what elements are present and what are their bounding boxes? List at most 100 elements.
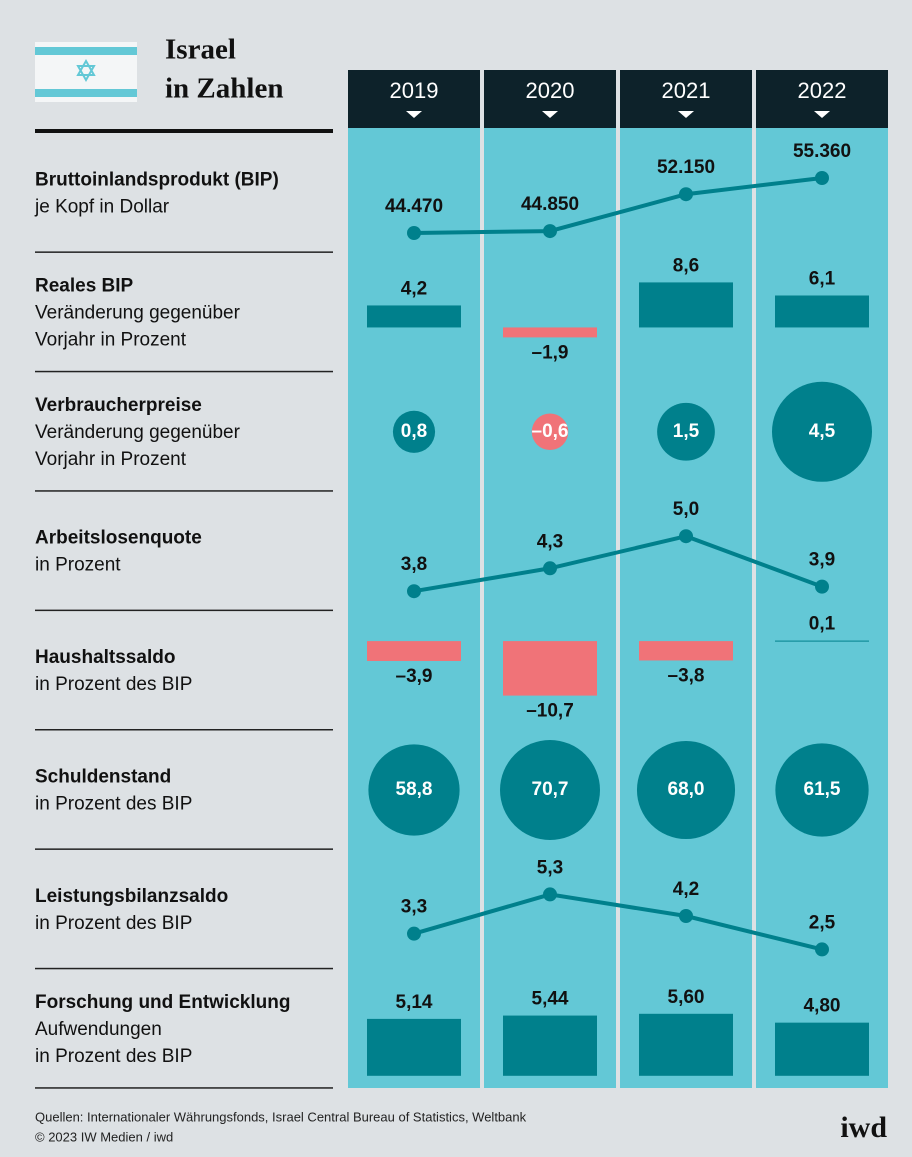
point xyxy=(543,224,557,239)
row-title: Forschung und Entwicklung xyxy=(35,992,290,1013)
bar xyxy=(639,1013,733,1076)
bar xyxy=(503,641,597,696)
row-subtitle: in Prozent des BIP xyxy=(35,913,192,934)
row-title: Verbraucherpreise xyxy=(35,395,202,416)
row-subtitle: in Prozent des BIP xyxy=(35,794,192,815)
value-label: 2,5 xyxy=(809,912,836,933)
value-label: –3,9 xyxy=(396,666,433,687)
value-label: 70,7 xyxy=(532,779,569,800)
bubble xyxy=(775,743,869,837)
bar xyxy=(775,640,869,642)
value-label: 5,14 xyxy=(396,992,433,1013)
point xyxy=(679,529,693,544)
value-label: 44.850 xyxy=(521,194,579,215)
value-label: 44.470 xyxy=(385,196,443,217)
column xyxy=(756,128,888,1088)
row-title: Arbeitslosenquote xyxy=(35,528,202,549)
column xyxy=(348,128,480,1088)
bar xyxy=(639,282,733,328)
point xyxy=(815,579,829,594)
value-label: 5,60 xyxy=(668,987,705,1008)
value-label: –1,9 xyxy=(532,342,569,363)
bar xyxy=(503,1015,597,1076)
arrow xyxy=(406,111,422,118)
arrow xyxy=(542,111,558,118)
column-header xyxy=(756,70,888,128)
line xyxy=(413,534,823,594)
bubble xyxy=(392,410,436,453)
bubble xyxy=(531,413,569,451)
column-header xyxy=(348,70,480,128)
point xyxy=(543,561,557,576)
row-title: Schuldenstand xyxy=(35,767,171,788)
point xyxy=(679,909,693,924)
row-subtitle: in Prozent xyxy=(35,555,121,576)
point xyxy=(815,942,829,957)
value-label: 3,8 xyxy=(401,554,427,575)
value-label: 52.150 xyxy=(657,157,715,178)
row-title: Bruttoinlandsprodukt (BIP) xyxy=(35,170,279,191)
header-rule xyxy=(35,129,333,133)
value-label: 4,2 xyxy=(673,879,699,900)
title-line: in Zahlen xyxy=(165,73,283,105)
arrow xyxy=(678,111,694,118)
title-line: Israel xyxy=(165,34,236,66)
row-subtitle: Vorjahr in Prozent xyxy=(35,449,187,470)
column-label: 2020 xyxy=(526,78,575,103)
value-label: –0,6 xyxy=(532,421,569,442)
value-label: 5,3 xyxy=(537,857,563,878)
column-label: 2019 xyxy=(390,78,439,103)
bubble xyxy=(368,744,460,836)
value-label: 3,9 xyxy=(809,550,835,571)
logo: iwd xyxy=(840,1111,887,1144)
bubble xyxy=(636,740,736,840)
arrow xyxy=(814,111,830,118)
column-header xyxy=(484,70,616,128)
column-label: 2021 xyxy=(662,78,711,103)
value-label: 0,1 xyxy=(809,614,836,635)
value-label: 61,5 xyxy=(804,779,841,800)
row-subtitle: Vorjahr in Prozent xyxy=(35,329,187,350)
row-subtitle: in Prozent des BIP xyxy=(35,1046,192,1067)
row-title: Reales BIP xyxy=(35,275,134,296)
column-header xyxy=(620,70,752,128)
value-label: 6,1 xyxy=(809,269,836,290)
row-rule xyxy=(35,848,333,850)
flag xyxy=(35,42,137,102)
bar xyxy=(775,295,869,328)
value-label: 5,44 xyxy=(532,989,569,1010)
row-rule xyxy=(35,370,333,373)
bar xyxy=(367,305,461,328)
value-label: 5,0 xyxy=(673,499,699,520)
value-label: 4,2 xyxy=(401,278,427,299)
point xyxy=(543,887,557,902)
row-rule xyxy=(35,490,333,492)
row-rule xyxy=(35,251,333,253)
row-subtitle: Aufwendungen xyxy=(35,1019,162,1040)
row-subtitle: Veränderung gegenüber xyxy=(35,302,241,323)
row-rule xyxy=(35,967,333,970)
row-title: Haushaltssaldo xyxy=(35,647,175,668)
value-label: –10,7 xyxy=(526,701,574,722)
column-label: 2022 xyxy=(798,78,847,103)
bar xyxy=(775,1022,869,1076)
value-label: 3,3 xyxy=(401,897,427,918)
value-label: 4,80 xyxy=(804,996,841,1017)
point xyxy=(407,926,421,941)
line xyxy=(413,176,823,235)
column xyxy=(484,128,616,1088)
bar xyxy=(367,641,461,661)
value-label: 68,0 xyxy=(668,779,705,800)
bar xyxy=(639,641,733,661)
bar xyxy=(503,327,597,338)
value-label: 8,6 xyxy=(673,255,699,276)
bubble xyxy=(772,381,872,482)
copyright: © 2023 IW Medien / iwd xyxy=(35,1129,173,1144)
value-label: –3,8 xyxy=(668,665,705,686)
row-title: Leistungsbilanzsaldo xyxy=(35,886,228,907)
line xyxy=(413,892,823,952)
row-subtitle: Veränderung gegenüber xyxy=(35,422,241,443)
value-label: 58,8 xyxy=(396,779,433,800)
row-subtitle: in Prozent des BIP xyxy=(35,674,192,695)
